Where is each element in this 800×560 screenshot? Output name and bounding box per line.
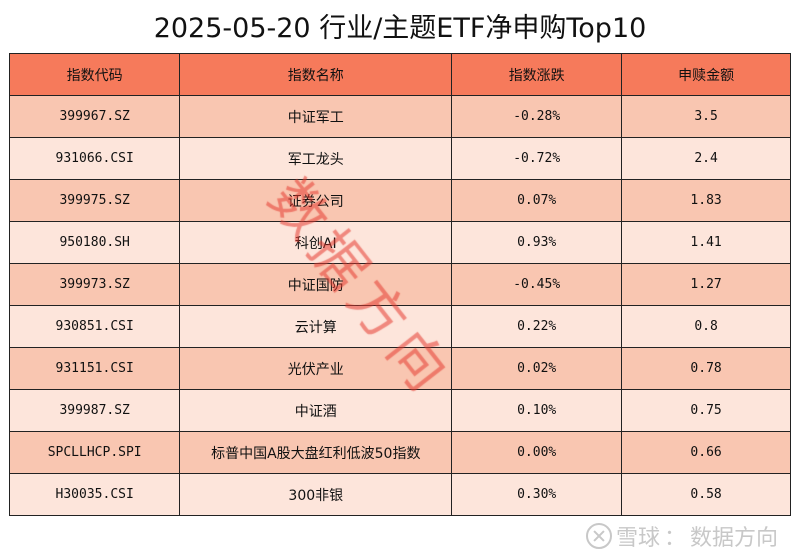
table-row: 950180.SH 科创AI 0.93% 1.41 xyxy=(8,221,791,264)
table-cell: 2.4 xyxy=(621,137,791,180)
table-cell: 300非银 xyxy=(179,473,453,516)
table-row: 399987.SZ 中证酒 0.10% 0.75 xyxy=(8,389,791,432)
xueqiu-logo-icon xyxy=(585,523,612,549)
table-cell: 中证酒 xyxy=(179,389,453,432)
table-cell: 1.83 xyxy=(621,179,791,222)
table-cell: -0.45% xyxy=(451,263,623,306)
table-row: 399973.SZ 中证国防 -0.45% 1.27 xyxy=(8,263,791,306)
table-cell: 931066.CSI xyxy=(8,137,181,180)
column-header: 指数涨跌 xyxy=(451,53,623,96)
table-header: 指数代码 指数名称 指数涨跌 申赎金额 xyxy=(8,53,791,96)
table-row: SPCLLHCP.SPI 标普中国A股大盘红利低波50指数 0.00% 0.66 xyxy=(8,431,791,474)
table-cell: 0.78 xyxy=(621,347,791,390)
table-cell: 光伏产业 xyxy=(179,347,453,390)
table-cell: 中证军工 xyxy=(179,95,453,138)
page-title: 2025-05-20 行业/主题ETF净申购Top10 xyxy=(153,13,647,44)
table-cell: 证券公司 xyxy=(179,179,453,222)
column-header: 指数代码 xyxy=(8,53,181,96)
table-cell: 399987.SZ xyxy=(8,389,181,432)
column-header: 申赎金额 xyxy=(621,53,791,96)
etf-table: 指数代码 指数名称 指数涨跌 申赎金额 399967.SZ 中证军工 -0.28% 3.5 9… xyxy=(8,53,791,516)
column-header: 指数名称 xyxy=(179,53,453,96)
table-cell: 0.58 xyxy=(621,473,791,516)
table-cell: 0.75 xyxy=(621,389,791,432)
table-cell: 930851.CSI xyxy=(8,305,181,348)
table-cell: 3.5 xyxy=(621,95,791,138)
table-cell: 0.93% xyxy=(451,221,623,264)
table-cell: SPCLLHCP.SPI xyxy=(8,431,181,474)
table-cell: 0.22% xyxy=(451,305,623,348)
table-cell: 0.07% xyxy=(451,179,623,222)
table-cell: 0.30% xyxy=(451,473,623,516)
table-row: 930851.CSI 云计算 0.22% 0.8 xyxy=(8,305,791,348)
table-row: 931151.CSI 光伏产业 0.02% 0.78 xyxy=(8,347,791,390)
table-cell: 标普中国A股大盘红利低波50指数 xyxy=(179,431,453,474)
table-cell: 科创AI xyxy=(179,221,453,264)
table-cell: 950180.SH xyxy=(8,221,181,264)
table-cell: 1.27 xyxy=(621,263,791,306)
table-row: 931066.CSI 军工龙头 -0.72% 2.4 xyxy=(8,137,791,180)
table-cell: -0.72% xyxy=(451,137,623,180)
table-cell: 1.41 xyxy=(621,221,791,264)
table-cell: H30035.CSI xyxy=(8,473,181,516)
footer: 雪球 ： 数据方向 xyxy=(585,520,778,552)
table-cell: 0.8 xyxy=(621,305,791,348)
table-cell: 0.02% xyxy=(451,347,623,390)
table-row: 399975.SZ 证券公司 0.07% 1.83 xyxy=(8,179,791,222)
table-cell: 军工龙头 xyxy=(179,137,453,180)
footer-separator: ： xyxy=(663,526,686,551)
table-cell: -0.28% xyxy=(451,95,623,138)
footer-brand: 雪球 xyxy=(615,526,660,551)
table-cell: 0.10% xyxy=(451,389,623,432)
table-cell: 399973.SZ xyxy=(8,263,181,306)
table-cell: 0.00% xyxy=(451,431,623,474)
table-row: H30035.CSI 300非银 0.30% 0.58 xyxy=(8,473,791,516)
footer-author: 数据方向 xyxy=(689,526,778,551)
table-row: 399967.SZ 中证军工 -0.28% 3.5 xyxy=(8,95,791,138)
table-cell: 399967.SZ xyxy=(8,95,181,138)
table-cell: 399975.SZ xyxy=(8,179,181,222)
table-cell: 931151.CSI xyxy=(8,347,181,390)
table-cell: 中证国防 xyxy=(179,263,453,306)
table-cell: 0.66 xyxy=(621,431,791,474)
table-cell: 云计算 xyxy=(179,305,453,348)
